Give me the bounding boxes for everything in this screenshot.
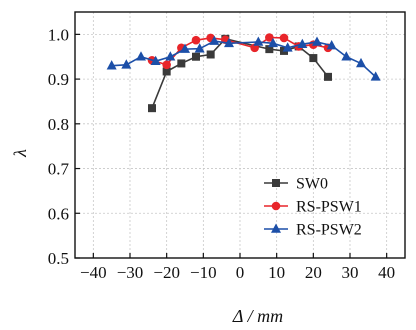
data-point-rs-psw2: [136, 51, 146, 61]
x-tick-label: 10: [268, 263, 285, 282]
data-point-rs-psw2: [106, 60, 117, 70]
x-tick-label: −10: [190, 263, 217, 282]
data-point-rs-psw1: [162, 60, 171, 70]
data-point-sw0: [192, 52, 200, 61]
data-point-rs-psw2: [370, 71, 381, 81]
data-point-rs-psw2: [194, 43, 205, 53]
data-point-rs-psw2: [341, 51, 352, 61]
data-point-rs-psw1: [279, 33, 289, 43]
data-point-sw0: [177, 59, 186, 68]
y-tick-label: 0.6: [48, 204, 69, 223]
data-point-rs-psw2: [253, 36, 264, 46]
x-tick-label: 20: [305, 263, 322, 282]
series-layer: [106, 33, 381, 113]
y-tick-label: 0.7: [48, 160, 70, 179]
legend-marker-rs-psw2: [271, 223, 281, 233]
y-tick-label: 0.9: [48, 70, 69, 89]
legend-marker-sw0: [272, 179, 280, 187]
data-point-sw0: [265, 45, 274, 54]
data-point-rs-psw1: [265, 33, 274, 42]
data-point-rs-psw2: [165, 51, 176, 61]
x-tick-label: −20: [153, 263, 180, 282]
data-point-sw0: [148, 104, 156, 113]
x-tick-label: 0: [236, 263, 245, 282]
y-tick-label: 1.0: [48, 25, 69, 44]
legend-label-sw0: SW0: [296, 176, 328, 193]
x-tick-label: −30: [117, 263, 144, 282]
data-point-sw0: [309, 54, 318, 63]
data-point-rs-psw2: [297, 38, 308, 49]
x-tick-label: −40: [80, 263, 107, 282]
data-point-sw0: [162, 67, 171, 76]
legend: SW0 RS-PSW1 RS-PSW2: [264, 176, 362, 239]
data-point-rs-psw2: [282, 42, 293, 52]
data-point-sw0: [206, 50, 215, 59]
data-point-rs-psw2: [121, 59, 132, 69]
data-point-rs-psw2: [312, 36, 322, 46]
data-point-rs-psw2: [150, 55, 161, 65]
legend-label-rs-psw2: RS-PSW2: [296, 222, 362, 239]
data-point-rs-psw2: [326, 40, 337, 50]
data-point-rs-psw2: [209, 35, 220, 45]
x-axis-title: Δ / mm: [232, 306, 283, 326]
legend-label-rs-psw1: RS-PSW1: [296, 199, 362, 216]
x-tick-label: 40: [378, 263, 395, 282]
data-point-rs-psw2: [224, 37, 234, 48]
tick-layer: −40 −30 −20 −10 0 10 20 30 40 0.5 0.6 0.7 0.8 0.9 1.0: [48, 25, 395, 282]
y-axis-title: λ: [10, 149, 30, 158]
data-point-rs-psw2: [356, 57, 366, 68]
legend-marker-rs-psw1: [271, 201, 281, 211]
y-tick-label: 0.8: [48, 115, 69, 134]
data-point-rs-psw2: [180, 43, 190, 53]
data-point-rs-psw2: [268, 37, 278, 48]
data-point-rs-psw1: [191, 35, 201, 45]
data-point-sw0: [324, 72, 332, 81]
x-tick-label: 30: [342, 263, 359, 282]
y-tick-label: 0.5: [48, 249, 69, 268]
